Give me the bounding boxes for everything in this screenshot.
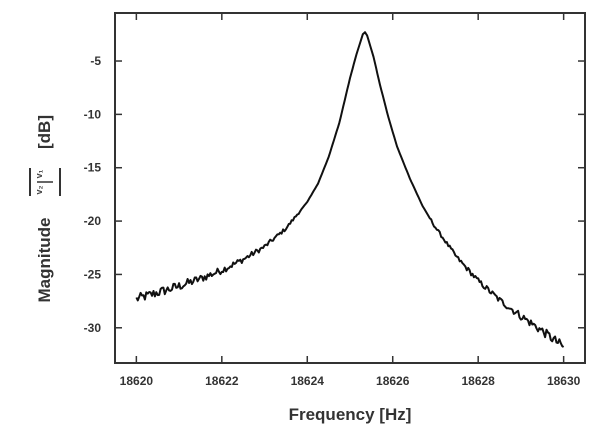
x-axis-label: Frequency [Hz] xyxy=(289,405,412,424)
y-axis-label-prefix: Magnitude xyxy=(35,218,54,303)
y-axis-label-numerator: v₂ xyxy=(34,185,44,194)
tick-labels: 18620 18622 18624 18626 18628 18630 -5 -10 -15 -2… xyxy=(84,54,581,388)
y-tick-label: -15 xyxy=(84,161,102,175)
x-tick-label: 18630 xyxy=(547,374,581,388)
y-axis-label-denominator: v₁ xyxy=(34,169,44,178)
y-tick-label: -10 xyxy=(84,107,102,121)
y-tick-label: -25 xyxy=(84,267,102,281)
x-tick-label: 18622 xyxy=(205,374,239,388)
y-tick-label: -30 xyxy=(84,321,102,335)
x-tick-label: 18626 xyxy=(376,374,410,388)
y-tick-label: -20 xyxy=(84,214,102,228)
tick-marks xyxy=(115,13,585,363)
x-tick-label: 18620 xyxy=(120,374,154,388)
y-axis-label-suffix: [dB] xyxy=(35,115,54,149)
x-tick-label: 18628 xyxy=(461,374,495,388)
x-tick-label: 18624 xyxy=(291,374,325,388)
plot-area-frame xyxy=(114,12,586,364)
y-tick-label: -5 xyxy=(90,54,101,68)
y-axis-label: Magnitude v₂ v₁ [dB] xyxy=(29,115,61,303)
series-line xyxy=(135,31,565,348)
